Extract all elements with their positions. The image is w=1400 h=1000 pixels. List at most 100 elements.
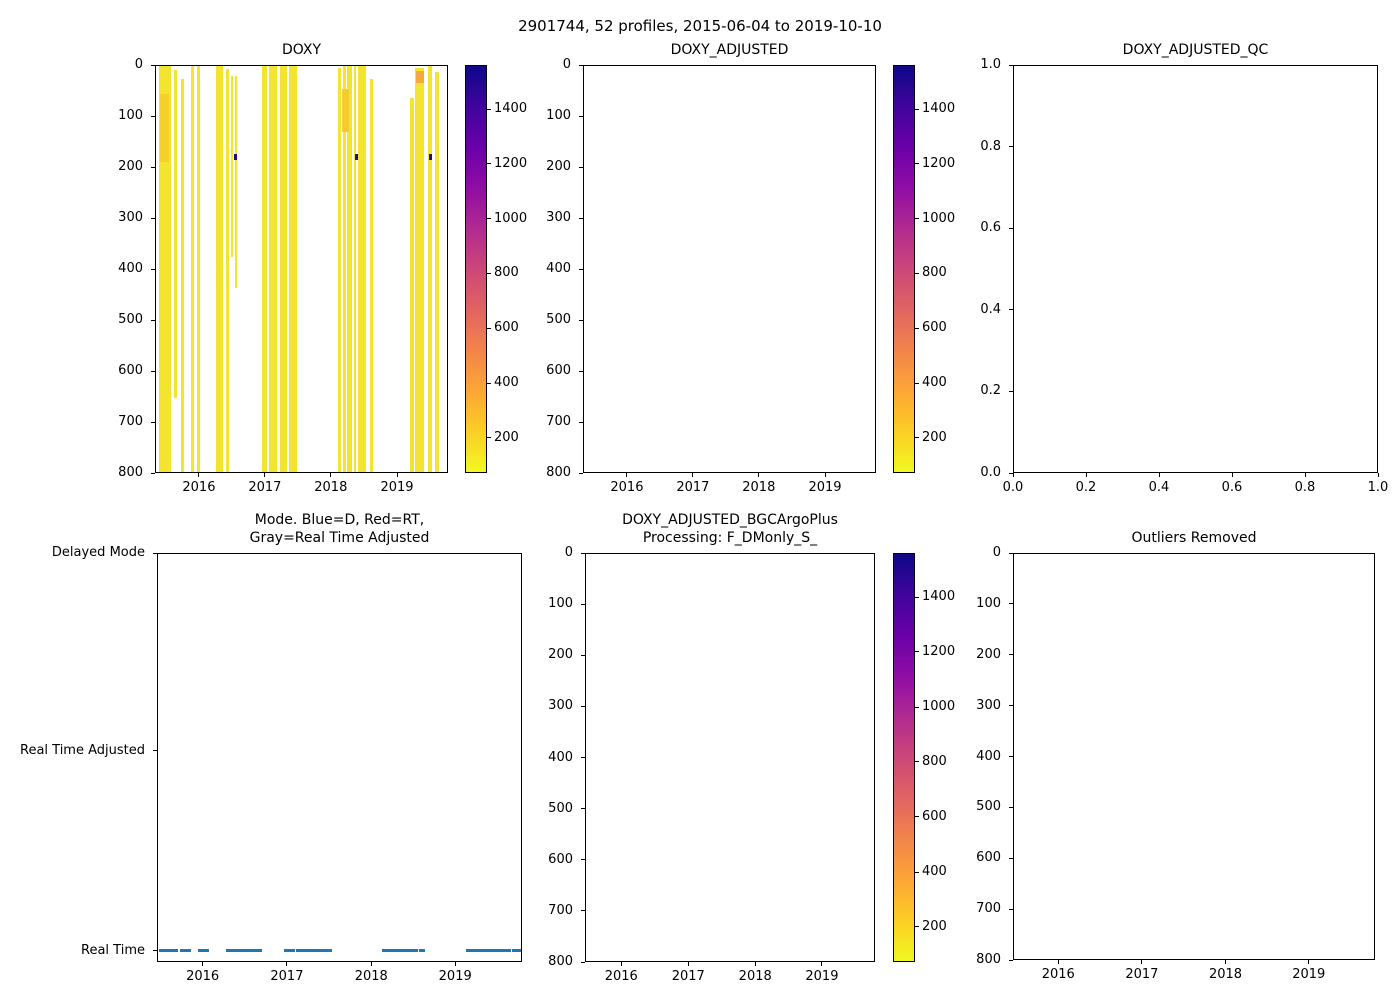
realtime-mode-dot [289,949,296,952]
realtime-mode-dot [381,949,388,952]
doxy-colorbar [465,65,487,473]
doxy-ytick-mark [151,64,155,66]
outliers_removed-ytick-mark [1009,806,1013,808]
outliers_removed-ytick-mark [1009,705,1013,707]
doxy_adjusted-plot-area [584,66,875,472]
doxy-colorbar-tick-label: 1000 [494,210,528,226]
doxy_adjusted-colorbar-tick-mark [915,437,919,439]
profile-stripe-orange-segment [416,71,424,84]
doxy-xtick-mark [330,473,332,477]
doxy_adjusted-ytick-label: 800 [546,465,571,480]
doxy-ytick-mark [151,115,155,117]
doxy_adjusted_qc-ytick-label: 0.4 [980,301,1001,317]
doxy_adjusted_bgc-colorbar-tick-label: 400 [922,864,947,880]
profile-stripe [226,68,230,472]
axes-mode [157,553,522,962]
realtime-mode-dot [234,949,241,952]
doxy_adjusted_bgc-xtick-mark [620,962,622,966]
doxy-colorbar-tick-mark [487,218,491,220]
doxy-ytick-mark [151,166,155,168]
profile-stripe [280,66,288,472]
mode-ytick-mark [153,552,157,554]
doxy_adjusted_bgc-xtick-mark [821,962,823,966]
doxy_adjusted_bgc-xtick-label: 2017 [671,969,705,984]
outliers_removed-xtick-label: 2019 [1292,967,1326,982]
doxy-ytick-label: 500 [118,312,143,327]
realtime-mode-dot [391,949,398,952]
doxy_adjusted_qc-ytick-mark [1009,390,1013,392]
doxy-ytick-label: 800 [118,465,143,480]
realtime-mode-dot [493,949,500,952]
outliers_removed-ytick-label: 100 [976,595,1001,611]
profile-stripe [158,66,171,472]
profile-stripe-orange-segment [160,93,169,163]
doxy_adjusted_bgc-ytick-mark [581,910,585,912]
doxy_adjusted-xtick-label: 2019 [808,480,842,495]
doxy_adjusted_bgc-ytick-mark [581,757,585,758]
doxy-ytick-label: 400 [118,261,143,276]
doxy_adjusted_bgc-colorbar-tick-mark [915,926,919,928]
doxy_adjusted_qc-xtick-label: 0.8 [1294,480,1316,495]
profile-stripe [435,72,440,472]
realtime-mode-dot [167,949,174,952]
doxy_adjusted_bgc-ytick-label: 700 [548,902,573,918]
doxy_adjusted_bgc-ytick-mark [581,859,585,861]
doxy_adjusted_qc-ytick-label: 0.8 [980,138,1001,154]
high-value-dot [355,154,359,161]
profile-stripe [180,78,184,472]
doxy-ytick-mark [151,472,155,474]
doxy_adjusted-xtick-label: 2016 [610,480,644,495]
outliers_removed-ytick-label: 0 [992,545,1001,560]
doxy-xtick-label: 2016 [182,480,216,495]
mode-ytick-label: Real Time [81,942,145,958]
doxy-title-line: DOXY [281,42,322,58]
doxy_adjusted-colorbar-tick-mark [915,218,919,220]
outliers_removed-ytick-mark [1009,959,1013,961]
doxy_adjusted-title: DOXY_ADJUSTED [671,41,789,59]
doxy-colorbar-tick-mark [487,382,491,384]
profile-stripe [231,76,234,258]
doxy-xtick-mark [396,473,398,477]
doxy_adjusted_qc-title: DOXY_ADJUSTED_QC [1123,41,1269,59]
profile-stripe [190,66,194,472]
high-value-dot [428,154,432,161]
doxy-ytick-label: 700 [118,414,143,429]
profile-stripe [269,66,278,472]
doxy_adjusted-colorbar-tick-mark [915,327,919,329]
realtime-mode-dot [159,949,166,952]
doxy_adjusted_qc-ytick-label: 0.2 [980,383,1001,399]
doxy-xtick-mark [264,473,266,477]
doxy_adjusted-ytick-label: 0 [562,57,571,72]
outliers_removed-ytick-mark [1009,908,1013,910]
outliers_removed-ytick-mark [1009,603,1013,605]
outliers_removed-ytick-mark [1009,857,1013,859]
doxy_adjusted_qc-xtick-mark [1158,473,1160,477]
doxy_adjusted_qc-xtick-mark [1377,473,1379,477]
doxy_adjusted-colorbar-tick-label: 1200 [922,155,956,171]
axes-doxy [155,65,448,473]
doxy_adjusted_qc-ytick-mark [1009,146,1013,148]
outliers_removed-xtick-mark [1141,960,1143,964]
doxy_adjusted_qc-xtick-mark [1012,473,1014,477]
realtime-mode-dot [412,949,419,952]
doxy-colorbar-tick-label: 400 [494,375,519,391]
doxy_adjusted_bgc-xtick-label: 2016 [604,969,638,984]
mode-xtick-mark [286,962,288,966]
realtime-mode-dot [481,949,488,952]
doxy-colorbar-tick-mark [487,437,491,439]
doxy_adjusted-xtick-label: 2018 [742,480,776,495]
outliers_removed-ytick-label: 200 [976,646,1001,662]
doxy-xtick-mark [198,473,200,477]
realtime-mode-dot [396,949,403,952]
realtime-mode-dot [197,949,204,952]
realtime-mode-dot [316,949,323,952]
outliers_removed-ytick-label: 400 [976,748,1001,764]
realtime-mode-dot [184,949,191,952]
doxy_adjusted-colorbar [893,65,915,473]
realtime-mode-dot [202,949,209,952]
axes-doxy_adjusted_bgc [585,553,875,962]
profile-stripe [346,66,352,472]
doxy_adjusted-ytick-mark [579,166,583,168]
doxy_adjusted_bgc-colorbar-tick-label: 1200 [922,643,956,659]
